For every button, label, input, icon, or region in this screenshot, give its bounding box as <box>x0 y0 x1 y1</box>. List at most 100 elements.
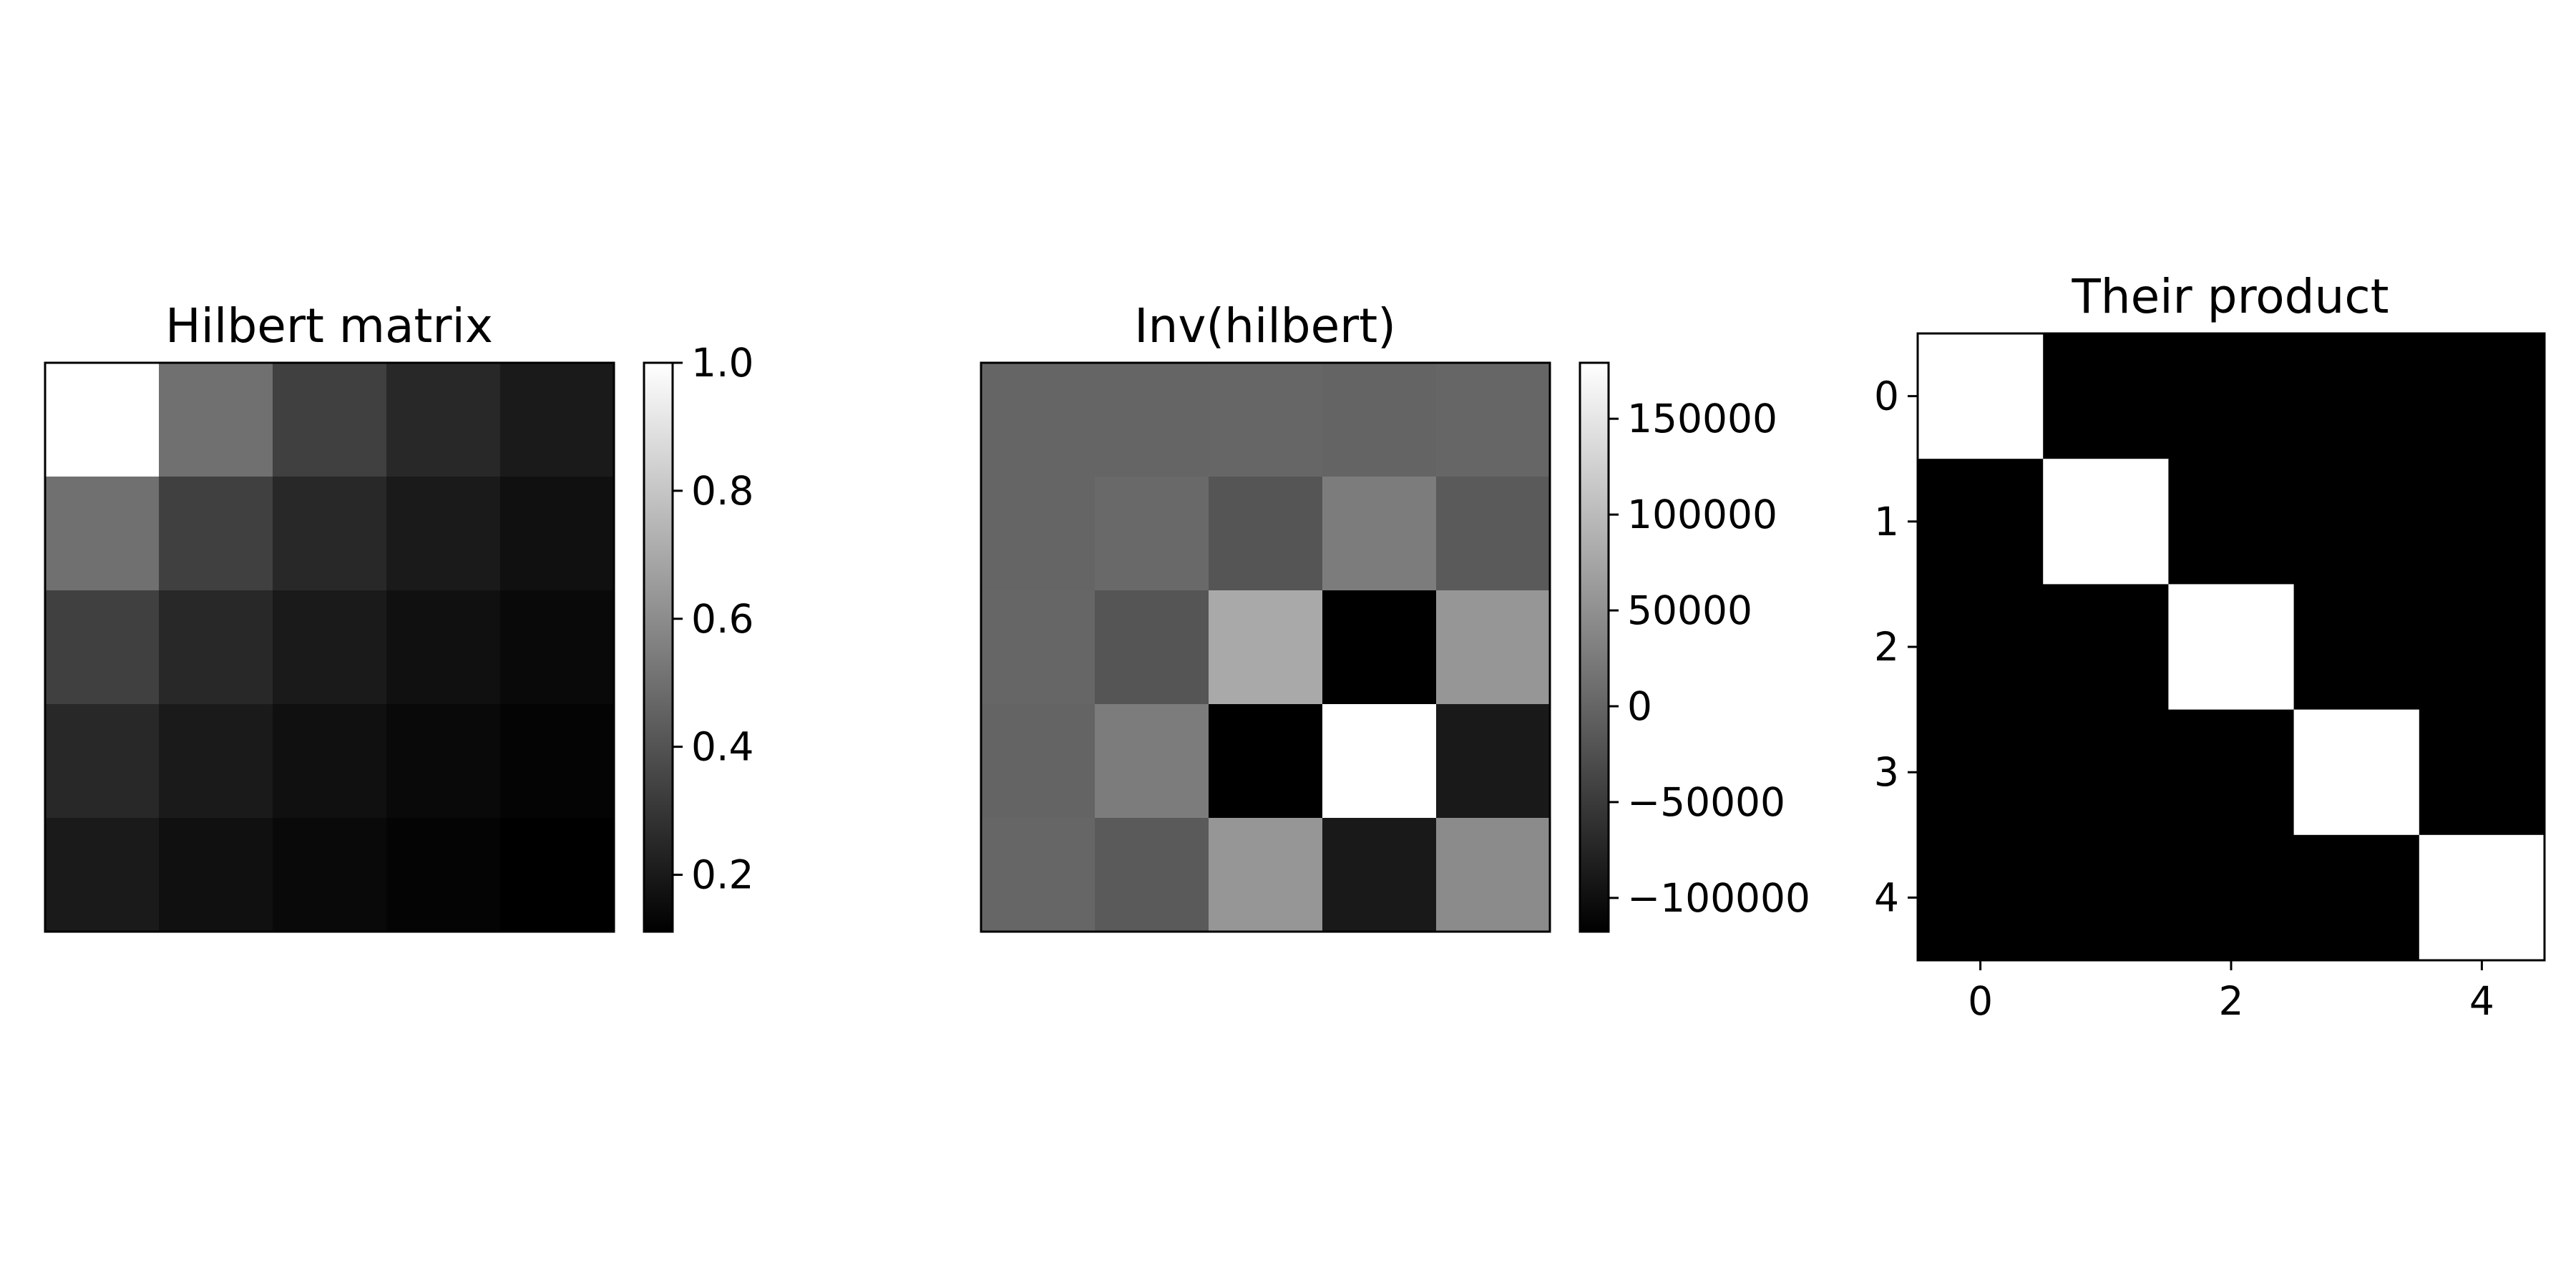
inverse-hilbert-cell-r1-c0 <box>981 477 1096 591</box>
hilbert-cell-r1-c3 <box>386 477 501 591</box>
hilbert-cell-r3-c2 <box>273 704 387 819</box>
inverse-hilbert-cell-r2-c4 <box>1436 590 1551 705</box>
hilbert-matrix-frame <box>44 361 615 933</box>
hilbert-cell-r2-c4 <box>500 590 615 705</box>
product-cell-r1-c2 <box>2168 459 2295 585</box>
inverse-hilbert-cell-r2-c1 <box>1095 590 1209 705</box>
x-tick-label: 0 <box>1968 978 1993 1024</box>
hilbert-cell-r4-c2 <box>273 818 387 932</box>
inverse-hilbert-cell-r2-c3 <box>1322 590 1437 705</box>
hilbert-cell-r0-c0 <box>45 363 160 477</box>
product-cell-r0-c4 <box>2419 333 2545 459</box>
product-cell-r2-c3 <box>2293 584 2420 711</box>
product-cell-r0-c3 <box>2293 333 2420 459</box>
inverse-hilbert-cell-r1-c4 <box>1436 477 1551 591</box>
inverse-hilbert-cell-r1-c1 <box>1095 477 1209 591</box>
product-cell-r1-c0 <box>1918 459 2044 585</box>
y-tick-label: 0 <box>1874 374 1899 419</box>
y-tick-label: 2 <box>1874 624 1899 670</box>
inverse-hilbert-cell-r1-c3 <box>1322 477 1437 591</box>
hilbert-colorbar-tick-label: 0.6 <box>691 596 753 642</box>
inverse-hilbert-title: Inv(hilbert) <box>1134 298 1396 353</box>
product-cell-r2-c2 <box>2168 584 2295 711</box>
hilbert-cell-r0-c4 <box>500 363 615 477</box>
product-cell-r3-c2 <box>2168 709 2295 836</box>
hilbert-cell-r3-c3 <box>386 704 501 819</box>
inverse-hilbert-cell-r0-c0 <box>981 363 1096 477</box>
inverse-hilbert-colorbar-tick-label: 0 <box>1627 683 1652 729</box>
inverse-hilbert-cell-r3-c0 <box>981 704 1096 819</box>
inverse-hilbert-colorbar-tick-label: 50000 <box>1627 587 1752 633</box>
hilbert-cell-r4-c3 <box>386 818 501 932</box>
hilbert-cell-r2-c3 <box>386 590 501 705</box>
hilbert-cell-r4-c0 <box>45 818 160 932</box>
inverse-hilbert-cell-r3-c4 <box>1436 704 1551 819</box>
inverse-hilbert-cell-r3-c3 <box>1322 704 1437 819</box>
hilbert-cell-r1-c2 <box>273 477 387 591</box>
y-tick-label: 4 <box>1874 874 1899 920</box>
product-title: Their product <box>2071 269 2389 324</box>
inverse-hilbert-cell-r4-c3 <box>1322 818 1437 932</box>
inverse-hilbert-cell-r0-c4 <box>1436 363 1551 477</box>
product-cell-r4-c2 <box>2168 834 2295 961</box>
hilbert-cell-r4-c1 <box>159 818 273 932</box>
product-cell-r4-c4 <box>2419 834 2545 961</box>
hilbert-cell-r3-c1 <box>159 704 273 819</box>
product-cell-r4-c0 <box>1918 834 2044 961</box>
hilbert-colorbar-tick-label: 1.0 <box>691 340 753 386</box>
inverse-hilbert-colorbar: −100000 −50000 0 50000 100000 150000 <box>1579 361 1810 933</box>
hilbert-matrix-panel: Hilbert matrix 0.2 0.4 0.6 0.8 1.0 <box>44 298 753 933</box>
product-cells <box>1918 333 2545 961</box>
hilbert-colorbar-tick-label: 0.2 <box>691 852 753 897</box>
hilbert-cell-r0-c3 <box>386 363 501 477</box>
hilbert-colorbar-ticks: 0.2 0.4 0.6 0.8 1.0 <box>673 340 753 897</box>
x-tick-label: 4 <box>2469 978 2494 1024</box>
inverse-hilbert-panel: Inv(hilbert) −100000 −50000 0 50000 100000 15… <box>980 298 1810 933</box>
inverse-hilbert-cell-r4-c2 <box>1209 818 1323 932</box>
y-tick-label: 3 <box>1874 749 1899 795</box>
hilbert-cell-r3-c4 <box>500 704 615 819</box>
product-cell-r0-c1 <box>2043 333 2169 459</box>
x-tick-label: 2 <box>2219 978 2244 1024</box>
inverse-hilbert-cell-r3-c1 <box>1095 704 1209 819</box>
hilbert-cell-r0-c1 <box>159 363 273 477</box>
hilbert-colorbar-tick-label: 0.8 <box>691 468 753 514</box>
inverse-hilbert-colorbar-tick-label: −100000 <box>1627 875 1810 921</box>
hilbert-cell-r2-c1 <box>159 590 273 705</box>
hilbert-cell-r1-c4 <box>500 477 615 591</box>
hilbert-cell-r0-c2 <box>273 363 387 477</box>
inverse-hilbert-colorbar-tick-label: 100000 <box>1627 492 1777 537</box>
inverse-hilbert-cell-r0-c1 <box>1095 363 1209 477</box>
hilbert-cell-r1-c1 <box>159 477 273 591</box>
hilbert-cell-r4-c4 <box>500 818 615 932</box>
product-cell-r4-c3 <box>2293 834 2420 961</box>
inverse-hilbert-cell-r3-c2 <box>1209 704 1323 819</box>
product-cell-r2-c4 <box>2419 584 2545 711</box>
product-cell-r3-c1 <box>2043 709 2169 836</box>
hilbert-matrix-colorbar: 0.2 0.4 0.6 0.8 1.0 <box>643 340 753 933</box>
hilbert-cell-r2-c0 <box>45 590 160 705</box>
inverse-hilbert-cell-r4-c4 <box>1436 818 1551 932</box>
inverse-hilbert-cell-r0-c3 <box>1322 363 1437 477</box>
inverse-colorbar-ticks: −100000 −50000 0 50000 100000 150000 <box>1609 396 1810 921</box>
product-cell-r0-c0 <box>1918 333 2044 459</box>
product-cell-r3-c3 <box>2293 709 2420 836</box>
inverse-colorbar-frame <box>1579 361 1610 933</box>
inverse-colorbar-gradient <box>1580 363 1609 932</box>
hilbert-colorbar-tick-label: 0.4 <box>691 724 753 770</box>
product-cell-r2-c0 <box>1918 584 2044 711</box>
inverse-hilbert-cell-r1-c2 <box>1209 477 1323 591</box>
inverse-hilbert-colorbar-tick-label: −50000 <box>1627 779 1785 825</box>
hilbert-colorbar-gradient <box>644 363 673 932</box>
product-axis-ticks: 0 2 4 0 1 2 3 4 <box>1874 374 2494 1024</box>
hilbert-cell-r2-c2 <box>273 590 387 705</box>
product-cell-r1-c1 <box>2043 459 2169 585</box>
inverse-hilbert-cell-r0-c2 <box>1209 363 1323 477</box>
hilbert-cell-r1-c0 <box>45 477 160 591</box>
hilbert-colorbar-frame <box>643 361 674 933</box>
inverse-hilbert-cells <box>981 363 1551 932</box>
inverse-hilbert-cell-r4-c1 <box>1095 818 1209 932</box>
product-cell-r3-c4 <box>2419 709 2545 836</box>
product-cell-r3-c0 <box>1918 709 2044 836</box>
